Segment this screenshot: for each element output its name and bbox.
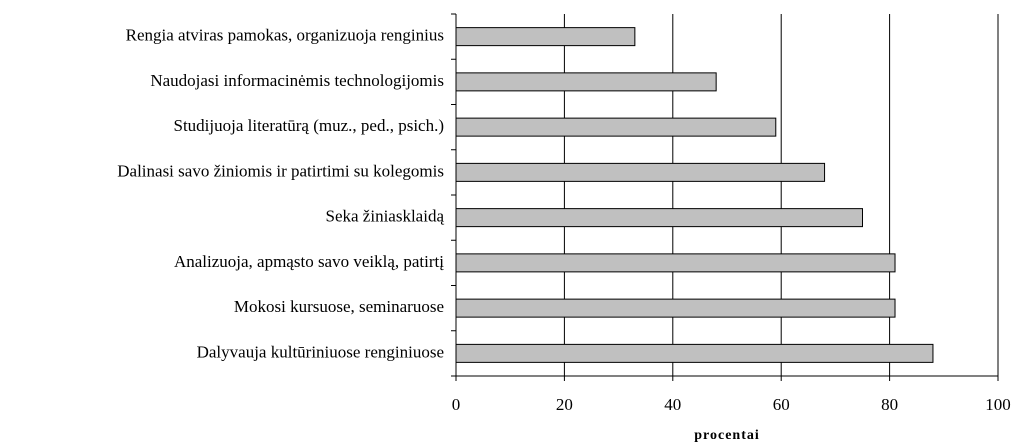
x-tick-label: 0 (452, 395, 461, 414)
bar (455, 343, 934, 363)
bar (455, 208, 863, 228)
bar (455, 253, 896, 273)
y-tick-label: Studijuoja literatūrą (muz., ped., psich… (173, 116, 444, 135)
y-tick-label: Mokosi kursuose, seminaruose (234, 297, 444, 316)
y-tick-label: Dalyvauja kultūriniuose renginiuose (197, 342, 444, 361)
x-tick-label: 100 (985, 395, 1011, 414)
x-tick-label: 20 (556, 395, 573, 414)
y-tick-label: Rengia atviras pamokas, organizuoja reng… (126, 26, 444, 45)
y-tick-label: Dalinasi savo žiniomis ir patirtimi su k… (117, 161, 444, 180)
x-tick-label: 60 (773, 395, 790, 414)
bar (455, 27, 636, 47)
y-tick-label: Seka žiniasklaidą (326, 207, 445, 226)
bar (455, 72, 717, 92)
y-tick-label: Naudojasi informacinėmis technologijomis (150, 71, 444, 90)
x-tick-label: 40 (664, 395, 681, 414)
x-tick-label: 80 (881, 395, 898, 414)
bar (455, 117, 777, 137)
bar (455, 162, 826, 182)
x-axis-label: procentai (694, 428, 760, 443)
bar (455, 298, 896, 318)
y-tick-label: Analizuoja, apmąsto savo veiklą, patirtį (174, 252, 444, 271)
